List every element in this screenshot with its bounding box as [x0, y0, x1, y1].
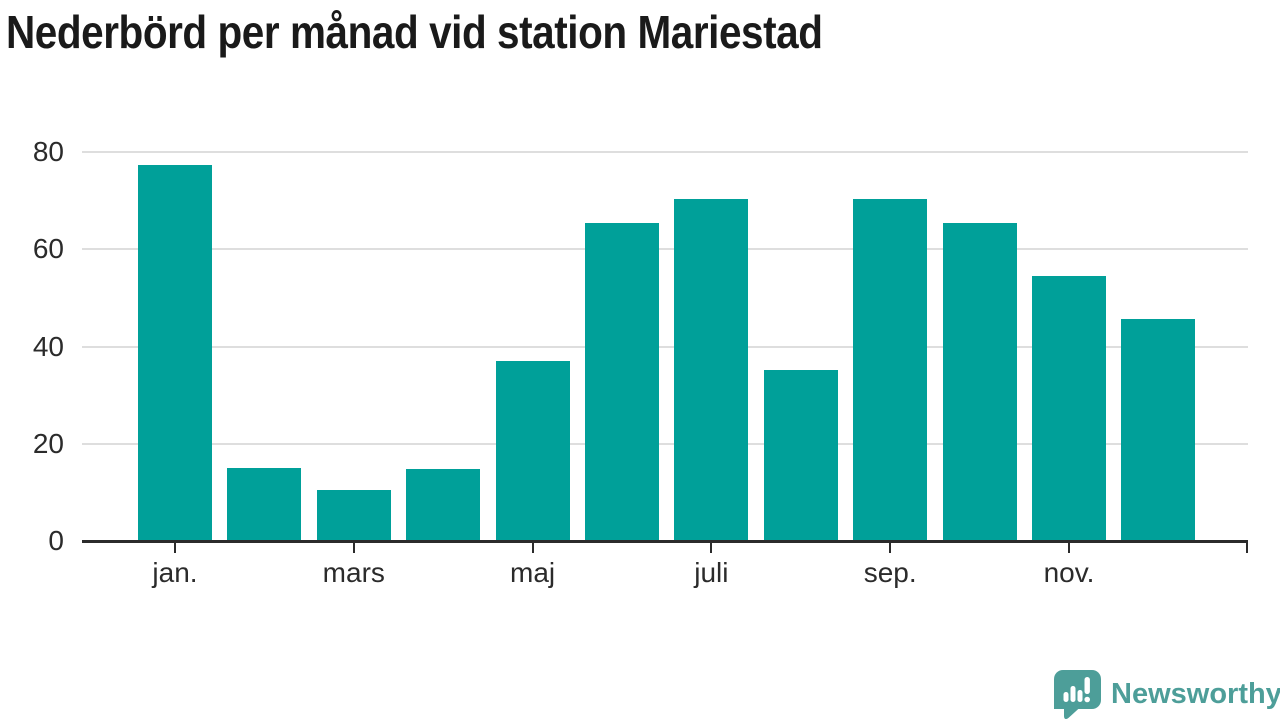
x-axis-label-jan: jan. — [152, 557, 198, 588]
x-tick-jan — [174, 541, 176, 553]
bar-month-12 — [1121, 318, 1196, 541]
x-axis-label-mars: mars — [322, 557, 385, 588]
x-axis-label-maj: maj — [510, 557, 556, 588]
newsworthy-logo-text: Newsworthy — [1111, 677, 1280, 710]
y-gridline-40 — [82, 345, 1248, 348]
bar-month-8 — [763, 370, 838, 541]
x-tick-maj — [531, 541, 534, 553]
bar-month-1 — [138, 164, 212, 541]
chart-title: Nederbörd per månad vid station Mariesta… — [6, 6, 823, 58]
x-axis-label-nov: nov. — [1043, 557, 1095, 588]
x-tick-mars — [352, 541, 355, 553]
y-gridline-80 — [82, 151, 1248, 153]
x-axis-end-tick — [1246, 541, 1248, 553]
y-axis-label-80: 80 — [32, 136, 64, 167]
bar-month-9 — [853, 198, 928, 541]
bar-month-5 — [495, 360, 570, 541]
y-gridline-20 — [82, 442, 1248, 445]
y-axis-label-40: 40 — [32, 330, 64, 362]
x-axis-label-juli: juli — [694, 557, 729, 588]
x-tick-juli — [710, 541, 713, 553]
bar-month-2 — [227, 467, 302, 541]
branding: Newsworthy — [1054, 669, 1280, 719]
bar-month-4 — [406, 469, 481, 541]
x-tick-nov — [1068, 541, 1070, 553]
y-gridline-60 — [82, 248, 1248, 251]
bar-month-10 — [942, 223, 1017, 541]
y-axis-label-60: 60 — [32, 233, 64, 265]
x-axis-line — [82, 540, 1248, 543]
newsworthy-logo-icon — [1054, 670, 1101, 719]
bar-month-7 — [674, 198, 749, 541]
x-axis-label-sep: sep. — [863, 557, 917, 588]
bar-month-11 — [1032, 276, 1106, 541]
bar-month-6 — [585, 222, 659, 541]
y-axis-label-0: 0 — [48, 525, 64, 556]
y-axis-label-20: 20 — [32, 427, 64, 459]
bar-month-3 — [316, 489, 391, 541]
x-tick-sep — [889, 541, 892, 553]
